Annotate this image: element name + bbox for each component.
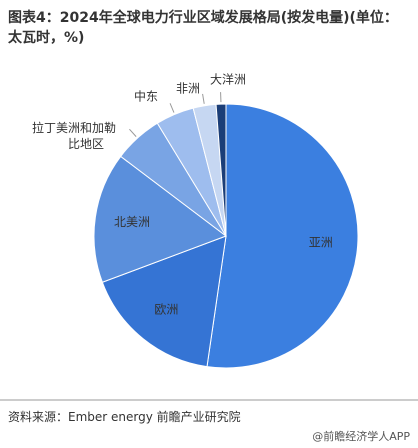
slice-label: 北美洲 — [114, 215, 150, 229]
brand: @前瞻经济学人APP — [312, 430, 410, 443]
slice-label: 大洋洲 — [210, 72, 246, 87]
leader-line — [202, 93, 205, 104]
pie-slice — [93, 155, 228, 283]
slice-label: 非洲 — [176, 82, 200, 96]
slice-label: 亚洲 — [309, 235, 333, 249]
source: 资料来源：Ember energy 前瞻产业研究院 — [8, 410, 241, 424]
leader-line — [169, 103, 175, 113]
slice-label: 欧洲 — [154, 302, 178, 316]
leader-line — [129, 128, 137, 137]
pie-slice — [206, 103, 359, 369]
slice-label: 中东 — [134, 89, 158, 104]
chart-title: 图表4：2024年全球电力行业区域发展格局(按发电量)(单位：太瓦时，%) — [8, 10, 398, 46]
pie-slice — [101, 235, 227, 368]
slice-label: 拉丁美洲和加勒比地区 — [32, 120, 116, 151]
pie-slice — [215, 103, 227, 237]
